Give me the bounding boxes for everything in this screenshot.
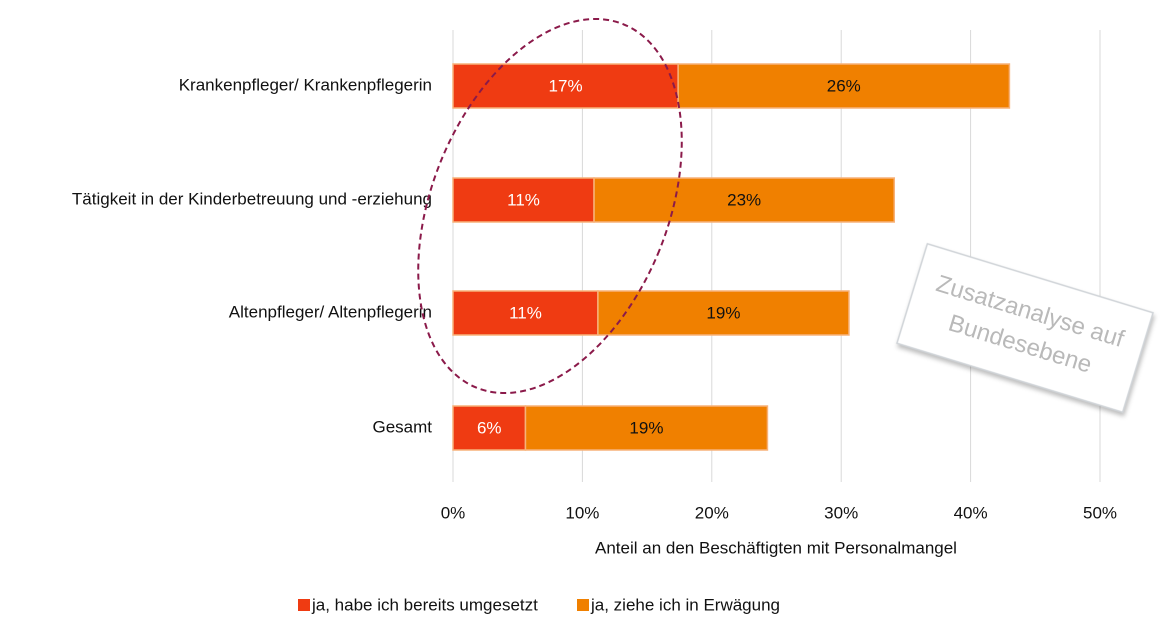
data-label: 11% — [509, 303, 542, 322]
data-label: 19% — [706, 303, 740, 322]
data-label: 23% — [727, 190, 761, 209]
legend-label: ja, habe ich bereits umgesetzt — [311, 595, 538, 614]
data-label: 17% — [549, 76, 583, 95]
legend-swatch — [298, 599, 310, 611]
annotation-box — [896, 242, 1154, 414]
x-tick-label: 40% — [954, 503, 988, 522]
legend-label: ja, ziehe ich in Erwägung — [590, 595, 780, 614]
bar-segment — [597, 290, 850, 336]
data-label: 19% — [629, 418, 663, 437]
data-label: 6% — [477, 418, 502, 437]
x-tick-label: 50% — [1083, 503, 1117, 522]
legend-swatch — [577, 599, 589, 611]
bar-segment — [452, 405, 527, 451]
y-tick-label: Tätigkeit in der Kinderbetreuung und -er… — [72, 189, 432, 208]
data-label: 11% — [507, 190, 540, 209]
bar-segment — [452, 177, 595, 223]
y-tick-label: Gesamt — [372, 417, 432, 436]
bar-segment — [677, 63, 1011, 109]
highlight-ellipse — [417, 17, 683, 395]
x-tick-label: 0% — [441, 503, 466, 522]
data-label: 26% — [827, 76, 861, 95]
x-axis-label: Anteil an den Beschäftigten mit Personal… — [595, 538, 957, 557]
bar-segment — [593, 177, 896, 223]
bar-segment — [524, 405, 769, 451]
x-tick-label: 10% — [565, 503, 599, 522]
y-tick-label: Krankenpfleger/ Krankenpflegerin — [179, 75, 432, 94]
y-tick-label: Altenpfleger/ Altenpflegerin — [229, 302, 432, 321]
bar-segment — [452, 290, 599, 336]
x-tick-label: 30% — [824, 503, 858, 522]
bar-segment — [452, 63, 679, 109]
x-tick-label: 20% — [695, 503, 729, 522]
